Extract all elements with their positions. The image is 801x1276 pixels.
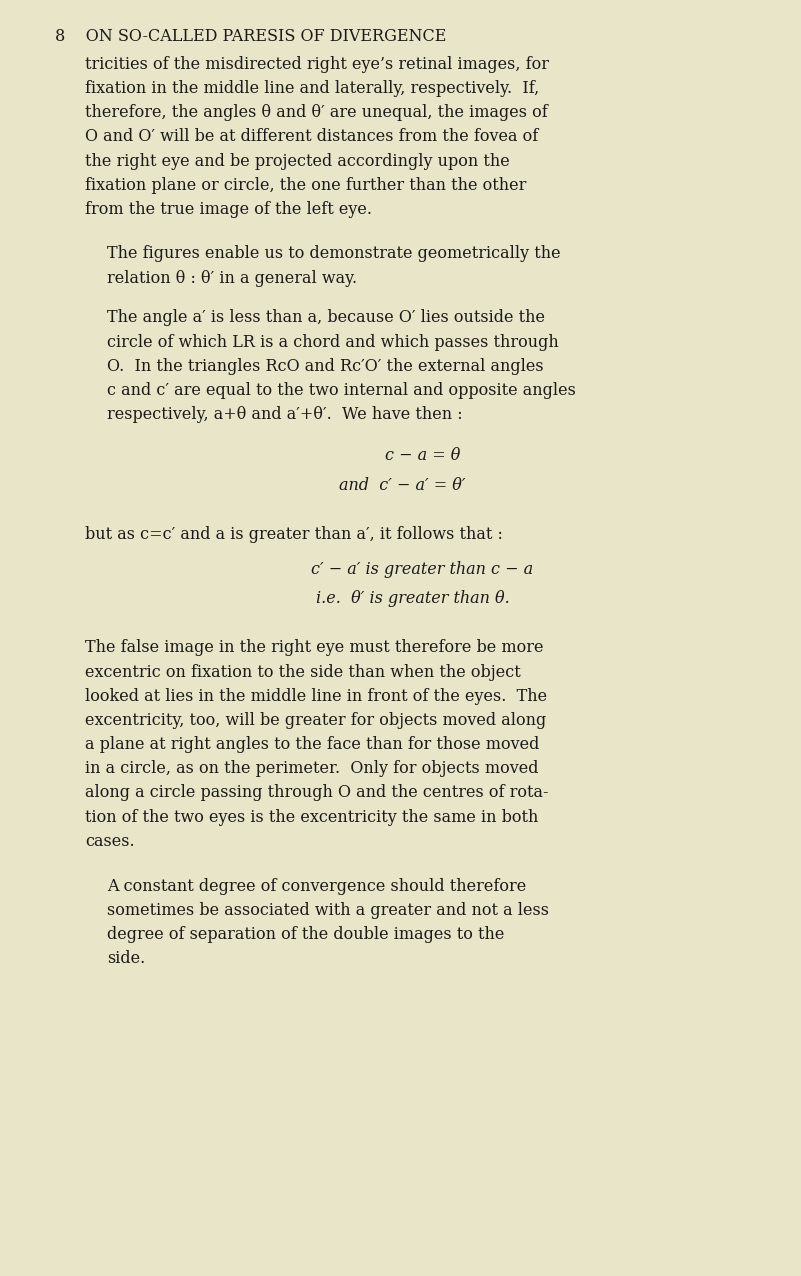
Text: 8    ON SO-CALLED PARESIS OF DIVERGENCE: 8 ON SO-CALLED PARESIS OF DIVERGENCE	[55, 28, 446, 45]
Text: c′ − a′ is greater than c − a: c′ − a′ is greater than c − a	[312, 560, 533, 578]
Text: A constant degree of convergence should therefore
sometimes be associated with a: A constant degree of convergence should …	[107, 878, 549, 967]
Text: but as c=c′ and a is greater than a′, it follows that :: but as c=c′ and a is greater than a′, it…	[85, 526, 503, 544]
Text: i.e.  θ′ is greater than θ.: i.e. θ′ is greater than θ.	[316, 590, 509, 607]
Text: The angle a′ is less than a, because O′ lies outside the
circle of which LR is a: The angle a′ is less than a, because O′ …	[107, 310, 576, 424]
Text: and  c′ − a′ = θ′: and c′ − a′ = θ′	[340, 476, 465, 494]
Text: The figures enable us to demonstrate geometrically the
relation θ : θ′ in a gene: The figures enable us to demonstrate geo…	[107, 245, 561, 287]
Text: c − a = θ: c − a = θ	[384, 447, 461, 464]
Text: The false image in the right eye must therefore be more
excentric on fixation to: The false image in the right eye must th…	[85, 639, 549, 850]
Text: tricities of the misdirected right eye’s retinal images, for
fixation in the mid: tricities of the misdirected right eye’s…	[85, 56, 549, 218]
